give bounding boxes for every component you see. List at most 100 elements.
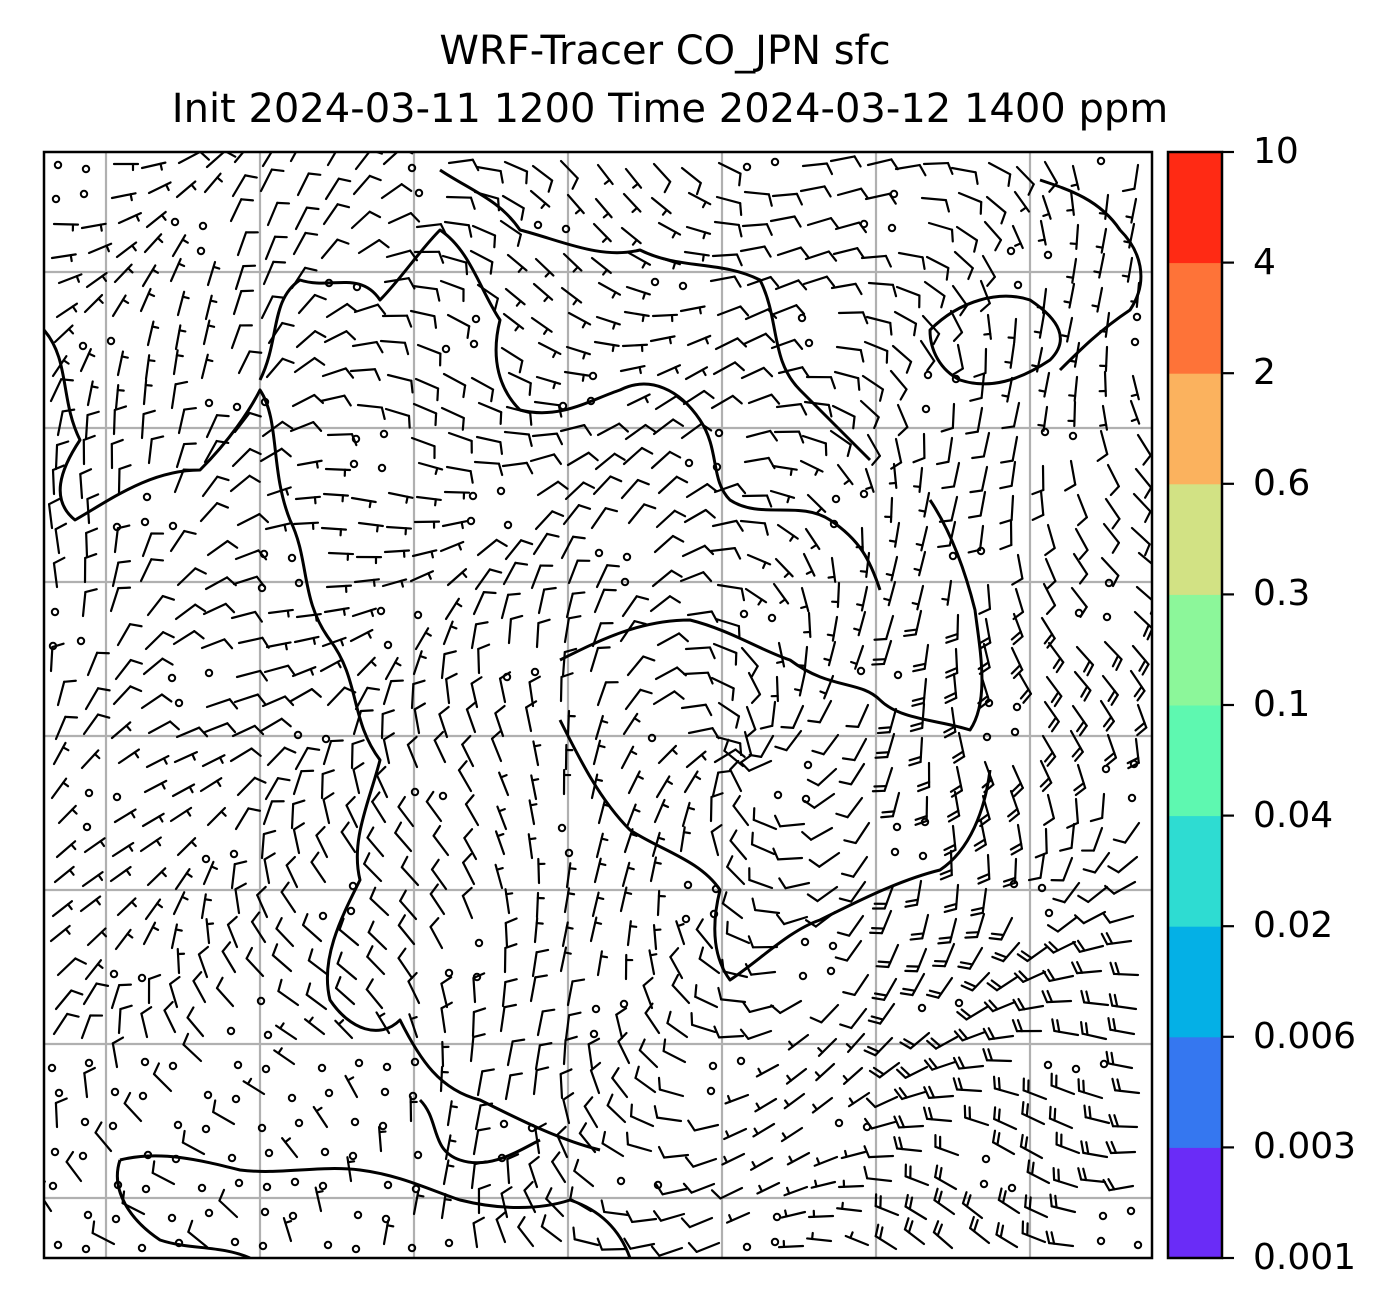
wind-barb — [528, 675, 541, 708]
wind-barb-calm — [800, 937, 810, 947]
wind-barb — [84, 959, 104, 981]
wind-barb — [723, 738, 745, 768]
wind-barb — [233, 693, 267, 705]
wind-barb — [334, 976, 356, 1006]
wind-barb — [289, 688, 322, 703]
wind-barb — [85, 527, 99, 559]
wind-barb — [711, 519, 744, 532]
wind-barb — [205, 918, 215, 945]
wind-barb — [290, 799, 306, 830]
wind-barb-calm — [889, 189, 899, 199]
wind-barb — [1073, 910, 1107, 925]
wind-barb — [469, 1033, 486, 1063]
wind-barb — [875, 943, 900, 969]
wind-barb-calm — [198, 221, 208, 231]
wind-barb — [113, 263, 134, 284]
wind-barb-calm — [622, 552, 632, 562]
wind-barb — [1051, 1018, 1080, 1037]
wind-barb — [909, 913, 930, 941]
wind-barb — [656, 632, 689, 647]
wind-barb — [1050, 856, 1074, 882]
wind-barb — [939, 849, 953, 881]
wind-barb — [871, 639, 893, 666]
wind-barb — [1007, 317, 1018, 345]
wind-barb-calm — [1133, 1240, 1143, 1250]
wind-barb-calm — [106, 336, 116, 346]
wind-barb — [746, 553, 772, 570]
coastline-south-island — [418, 1098, 541, 1165]
wind-barb — [200, 893, 213, 920]
wind-barb — [345, 795, 359, 829]
wind-barb — [807, 1209, 835, 1219]
wind-barb — [687, 1241, 721, 1253]
wind-barb — [182, 1032, 203, 1063]
wind-barb — [1070, 164, 1080, 191]
wind-barb — [1091, 286, 1104, 313]
wind-barb — [499, 219, 522, 247]
wind-barb-calm — [348, 881, 358, 891]
wind-barb — [174, 603, 207, 621]
wind-barb — [169, 529, 197, 553]
wind-barb — [441, 1040, 450, 1068]
wind-barb — [1075, 645, 1095, 677]
wind-barb — [655, 775, 674, 799]
wind-barb — [442, 372, 467, 399]
wind-barb — [1019, 1133, 1044, 1160]
wind-barb — [803, 400, 833, 418]
wind-barb — [855, 526, 864, 554]
wind-barb — [163, 1000, 177, 1034]
wind-barb — [559, 946, 572, 973]
wind-barb — [567, 559, 591, 585]
wind-barb — [442, 1159, 455, 1186]
wind-barb-calm — [954, 998, 964, 1008]
wind-barb-calm — [678, 281, 688, 291]
wind-barb — [853, 610, 867, 637]
wind-barb — [680, 1216, 714, 1229]
wind-barb — [777, 366, 810, 379]
wind-barb — [112, 405, 128, 436]
wind-barb — [231, 724, 265, 738]
wind-barb — [563, 370, 590, 382]
wind-barb — [721, 891, 744, 920]
wind-barb — [274, 1022, 298, 1041]
wind-barb — [561, 647, 578, 678]
wind-barb — [594, 714, 609, 741]
wind-barb — [649, 856, 662, 883]
wind-barb — [1129, 669, 1146, 702]
wind-barb — [264, 235, 288, 261]
wind-barb-calm — [1012, 702, 1022, 712]
wind-barb — [325, 302, 358, 319]
wind-barb — [1082, 851, 1111, 874]
wind-barb — [893, 310, 918, 337]
wind-barb — [1001, 376, 1014, 403]
wind-barb-calm — [204, 1208, 214, 1218]
wind-barb — [530, 316, 553, 335]
wind-barb — [867, 1002, 896, 1025]
wind-barb — [711, 253, 743, 267]
wind-barb — [1045, 675, 1063, 708]
wind-barb — [474, 1102, 494, 1131]
wind-barb — [264, 522, 291, 532]
wind-barb — [206, 806, 227, 827]
wind-barb — [566, 193, 585, 215]
wind-barb — [533, 917, 544, 944]
wind-barb — [904, 879, 923, 908]
wind-barb — [144, 354, 156, 381]
wind-barb-calm — [620, 577, 630, 587]
wind-barb — [540, 1214, 563, 1243]
wind-barb — [725, 1211, 751, 1224]
wind-barb — [529, 453, 563, 466]
colorbar-tick-label: 0.006 — [1253, 1015, 1357, 1057]
wind-barb — [1104, 880, 1137, 895]
wind-barb-calm — [831, 494, 841, 504]
wind-barb — [116, 350, 129, 377]
wind-barb-calm — [227, 1153, 237, 1163]
wind-barb — [407, 971, 421, 1005]
wind-barb — [1099, 404, 1109, 431]
wind-barb — [353, 303, 387, 316]
wind-barb — [444, 597, 463, 621]
wind-barb — [1076, 493, 1088, 527]
wind-barb — [562, 252, 583, 273]
wind-barb — [1066, 797, 1079, 829]
wind-barb-calm — [976, 546, 986, 556]
